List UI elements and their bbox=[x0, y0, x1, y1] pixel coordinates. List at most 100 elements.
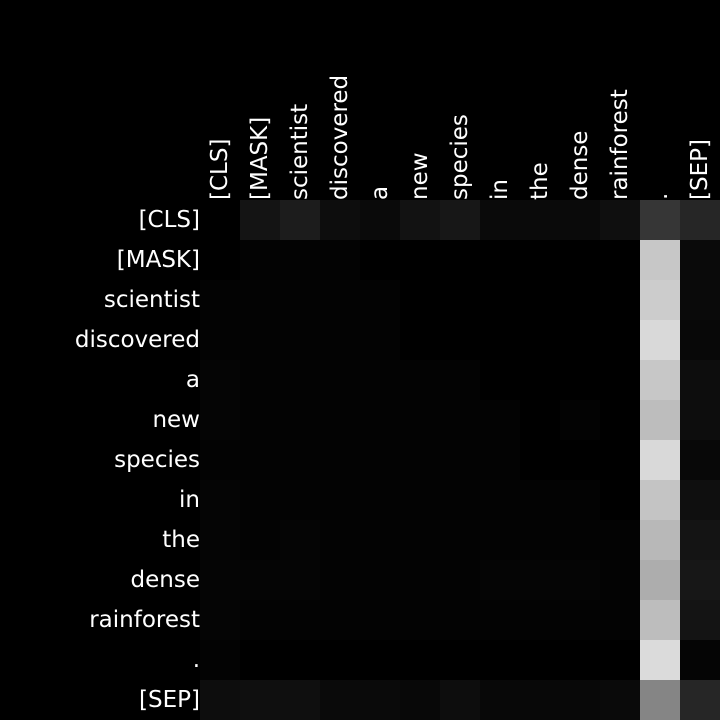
heatmap-cell bbox=[560, 360, 600, 400]
heatmap-cell bbox=[520, 360, 560, 400]
row-labels: [CLS] [MASK] scientist discovered a new specie… bbox=[75, 207, 200, 713]
row-tick-label: a bbox=[186, 367, 200, 393]
heatmap-cell bbox=[240, 680, 280, 720]
column-tick-label: a bbox=[367, 186, 393, 200]
heatmap-cell bbox=[520, 640, 560, 680]
heatmap-cell bbox=[600, 520, 640, 560]
heatmap-cell bbox=[600, 400, 640, 440]
heatmap-cell bbox=[560, 560, 600, 600]
heatmap-cell bbox=[280, 640, 320, 680]
heatmap-cell bbox=[680, 200, 720, 240]
heatmap-cell bbox=[480, 600, 520, 640]
heatmap-cell bbox=[400, 680, 440, 720]
heatmap-cell bbox=[320, 400, 360, 440]
heatmap-cell bbox=[520, 560, 560, 600]
heatmap-cell bbox=[640, 280, 680, 320]
heatmap-cell bbox=[360, 680, 400, 720]
heatmap-cell bbox=[480, 680, 520, 720]
row-tick-label: in bbox=[179, 487, 200, 513]
row-tick-label: new bbox=[152, 407, 200, 433]
column-tick-label: [MASK] bbox=[247, 117, 273, 200]
column-tick-label: in bbox=[487, 179, 513, 200]
heatmap-cell bbox=[280, 400, 320, 440]
column-tick-label: new bbox=[407, 152, 433, 200]
heatmap-cell bbox=[400, 640, 440, 680]
heatmap-cell bbox=[640, 200, 680, 240]
heatmap-cell bbox=[680, 680, 720, 720]
heatmap-cell bbox=[600, 200, 640, 240]
heatmap-cell bbox=[680, 240, 720, 280]
heatmap-cell bbox=[560, 240, 600, 280]
heatmap-cell bbox=[480, 200, 520, 240]
heatmap-cell bbox=[280, 240, 320, 280]
heatmap-cell bbox=[560, 400, 600, 440]
heatmap-cell bbox=[200, 280, 240, 320]
heatmap-cell bbox=[600, 600, 640, 640]
heatmap-cell bbox=[480, 520, 520, 560]
heatmap-cell bbox=[200, 480, 240, 520]
heatmap-cell bbox=[560, 200, 600, 240]
heatmap-cell bbox=[360, 480, 400, 520]
heatmap-cell bbox=[240, 360, 280, 400]
heatmap-cell bbox=[240, 640, 280, 680]
heatmap-cell bbox=[280, 520, 320, 560]
heatmap-cell bbox=[240, 520, 280, 560]
heatmap-cell bbox=[480, 480, 520, 520]
heatmap-cell bbox=[680, 600, 720, 640]
heatmap-cells bbox=[200, 200, 720, 720]
heatmap-cell bbox=[360, 280, 400, 320]
row-tick-label: [MASK] bbox=[117, 247, 200, 273]
heatmap-cell bbox=[400, 480, 440, 520]
heatmap-cell bbox=[280, 280, 320, 320]
heatmap-cell bbox=[440, 680, 480, 720]
row-tick-label: dense bbox=[131, 567, 200, 593]
heatmap-cell bbox=[400, 520, 440, 560]
heatmap-cell bbox=[520, 400, 560, 440]
heatmap-cell bbox=[280, 320, 320, 360]
heatmap-cell bbox=[360, 200, 400, 240]
heatmap-cell bbox=[360, 520, 400, 560]
column-tick-label: . bbox=[647, 193, 673, 200]
heatmap-cell bbox=[440, 440, 480, 480]
heatmap-cell bbox=[680, 640, 720, 680]
heatmap-cell bbox=[240, 440, 280, 480]
heatmap-cell bbox=[480, 440, 520, 480]
heatmap-cell bbox=[240, 560, 280, 600]
heatmap-cell bbox=[200, 680, 240, 720]
heatmap-cell bbox=[480, 560, 520, 600]
heatmap-cell bbox=[360, 360, 400, 400]
heatmap-cell bbox=[600, 680, 640, 720]
heatmap-cell bbox=[360, 320, 400, 360]
heatmap-cell bbox=[320, 640, 360, 680]
heatmap-cell bbox=[640, 520, 680, 560]
heatmap-cell bbox=[200, 560, 240, 600]
heatmap-cell bbox=[520, 440, 560, 480]
heatmap-cell bbox=[600, 560, 640, 600]
heatmap-cell bbox=[200, 640, 240, 680]
heatmap-cell bbox=[400, 320, 440, 360]
heatmap-cell bbox=[640, 480, 680, 520]
heatmap-cell bbox=[320, 360, 360, 400]
heatmap-cell bbox=[400, 440, 440, 480]
column-tick-label: species bbox=[447, 114, 473, 200]
heatmap-cell bbox=[640, 360, 680, 400]
heatmap-cell bbox=[200, 320, 240, 360]
heatmap-cell bbox=[200, 520, 240, 560]
row-tick-label: . bbox=[193, 647, 200, 673]
heatmap-cell bbox=[560, 520, 600, 560]
row-tick-label: the bbox=[162, 527, 200, 553]
heatmap-cell bbox=[520, 480, 560, 520]
column-tick-label: discovered bbox=[327, 75, 353, 200]
heatmap-cell bbox=[480, 640, 520, 680]
heatmap-cell bbox=[640, 320, 680, 360]
heatmap-cell bbox=[240, 240, 280, 280]
heatmap-cell bbox=[400, 280, 440, 320]
heatmap-cell bbox=[400, 400, 440, 440]
heatmap-cell bbox=[520, 280, 560, 320]
heatmap-cell bbox=[240, 400, 280, 440]
heatmap-cell bbox=[480, 320, 520, 360]
heatmap-cell bbox=[240, 200, 280, 240]
heatmap-cell bbox=[480, 360, 520, 400]
heatmap-cell bbox=[640, 400, 680, 440]
column-labels: [CLS] [MASK] scientist discovered a new specie… bbox=[207, 75, 713, 200]
